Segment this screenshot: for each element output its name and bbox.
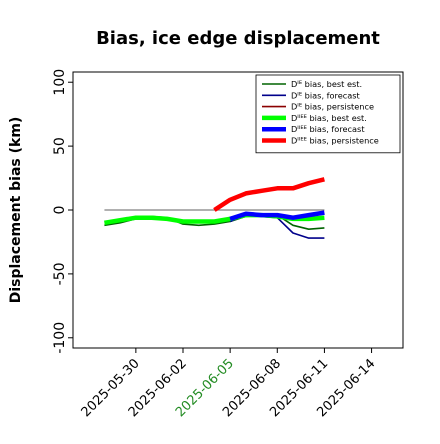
legend-label: Dᴵᴱ bias, forecast (291, 90, 361, 100)
y-tick-label: -50 (52, 262, 68, 285)
y-tick-label: 100 (52, 69, 68, 96)
chart-title: Bias, ice edge displacement (96, 28, 380, 49)
legend: Dᴵᴱ bias, best est.Dᴵᴱ bias, forecast Dᴵᴱ… (255, 74, 401, 154)
series-line-6 (213, 177, 325, 212)
y-axis-label: Displacement bias (km) (8, 117, 24, 304)
legend-label: Dᴵᴵᴱᴱ bias, persistence (291, 136, 379, 146)
legend-label: Dᴵᴵᴱᴱ bias, forecast (291, 124, 365, 134)
series-line-5 (229, 210, 325, 222)
y-tick-label: 0 (52, 206, 68, 215)
legend-label: Dᴵᴱ bias, best est. (291, 79, 362, 89)
legend-label: Dᴵᴵᴱᴱ bias, best est. (291, 113, 367, 123)
legend-label: Dᴵᴱ bias, persistence (291, 102, 374, 112)
y-tick-label: -100 (52, 322, 68, 354)
y-tick-label: 50 (52, 137, 68, 155)
